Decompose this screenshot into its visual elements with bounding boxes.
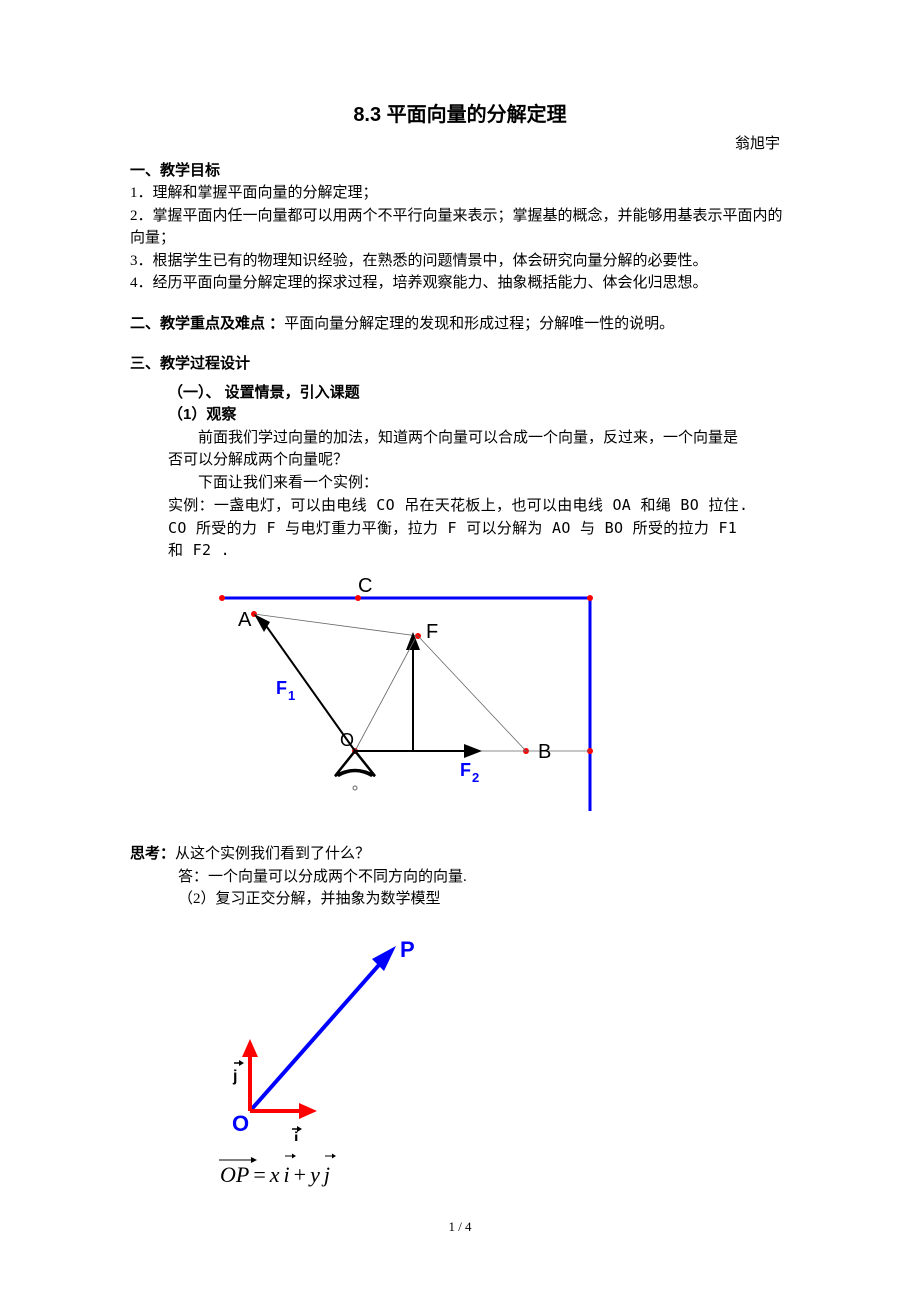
label-C: C bbox=[358, 576, 372, 597]
think-answer: 答：一个向量可以分成两个不同方向的向量. bbox=[178, 866, 790, 889]
label-j: j bbox=[232, 1068, 237, 1085]
i-text: i bbox=[284, 1162, 290, 1187]
label-F: F bbox=[426, 621, 438, 643]
vec-i: i bbox=[284, 1158, 290, 1191]
observe-head: （1）观察 bbox=[168, 404, 790, 427]
label-O2: O bbox=[232, 1111, 249, 1136]
j-text: j bbox=[324, 1162, 330, 1187]
vec-j: j bbox=[324, 1158, 330, 1191]
para-1: 前面我们学过向量的加法，知道两个向量可以合成一个向量，反过来，一个向量是否可以分… bbox=[168, 427, 752, 472]
plus-sign: + bbox=[294, 1158, 306, 1191]
goal-2: 2．掌握平面内任一向量都可以用两个不平行向量来表示；掌握基的概念，并能够用基表示… bbox=[130, 205, 790, 250]
label-B: B bbox=[538, 741, 551, 763]
label-F2-sub: 2 bbox=[472, 770, 479, 785]
goal-1: 1．理解和掌握平面向量的分解定理； bbox=[130, 182, 790, 205]
goal-4: 4．经历平面向量分解定理的探求过程，培养观察能力、抽象概括能力、体会化归思想。 bbox=[130, 272, 790, 295]
example-text: 实例：一盏电灯，可以由电线 CO 吊在天花板上，也可以由电线 OA 和绳 BO … bbox=[168, 494, 752, 562]
sec2-text: 平面向量分解定理的发现和形成过程；分解唯一性的说明。 bbox=[284, 316, 674, 332]
section-1-head: 一、教学目标 bbox=[130, 160, 790, 183]
think-question: 思考：从这个实例我们看到了什么？ bbox=[130, 843, 790, 866]
formula: OP = x i + y j bbox=[220, 1158, 790, 1191]
para-2: 下面让我们来看一个实例： bbox=[168, 472, 752, 495]
x-var: x bbox=[270, 1158, 280, 1191]
label-P: P bbox=[400, 937, 415, 962]
author: 翁旭宇 bbox=[130, 133, 790, 156]
label-F2: F bbox=[460, 760, 471, 780]
section-2-head: 二、教学重点及难点 ：平面向量分解定理的发现和形成过程；分解唯一性的说明。 bbox=[130, 313, 790, 336]
goal-3: 3．根据学生已有的物理知识经验，在熟悉的问题情景中，体会研究向量分解的必要性。 bbox=[130, 250, 790, 273]
y-var: y bbox=[310, 1158, 320, 1191]
page-number: 1 / 4 bbox=[130, 1217, 790, 1237]
figure-1: C A F O B F 1 F 2 bbox=[190, 576, 790, 834]
doc-title: 8.3 平面向量的分解定理 bbox=[130, 100, 790, 130]
OP-text: OP bbox=[220, 1162, 249, 1187]
think-label: 思考： bbox=[130, 845, 175, 862]
vec-OP: OP bbox=[220, 1158, 249, 1191]
sec2-label: 二、教学重点及难点 ： bbox=[130, 315, 284, 332]
figure-2: P O j i bbox=[200, 931, 790, 1149]
label-A: A bbox=[238, 609, 252, 631]
subsection-1: （一）、 设置情景，引入课题 bbox=[168, 382, 790, 405]
think-q-text: 从这个实例我们看到了什么？ bbox=[175, 846, 370, 862]
label-O: O bbox=[340, 730, 354, 750]
section-3-head: 三、教学过程设计 bbox=[130, 353, 790, 376]
review-line: （2）复习正交分解，并抽象为数学模型 bbox=[178, 888, 790, 911]
label-F1-sub: 1 bbox=[288, 688, 295, 703]
label-i: i bbox=[294, 1130, 298, 1141]
label-F1: F bbox=[276, 678, 287, 698]
